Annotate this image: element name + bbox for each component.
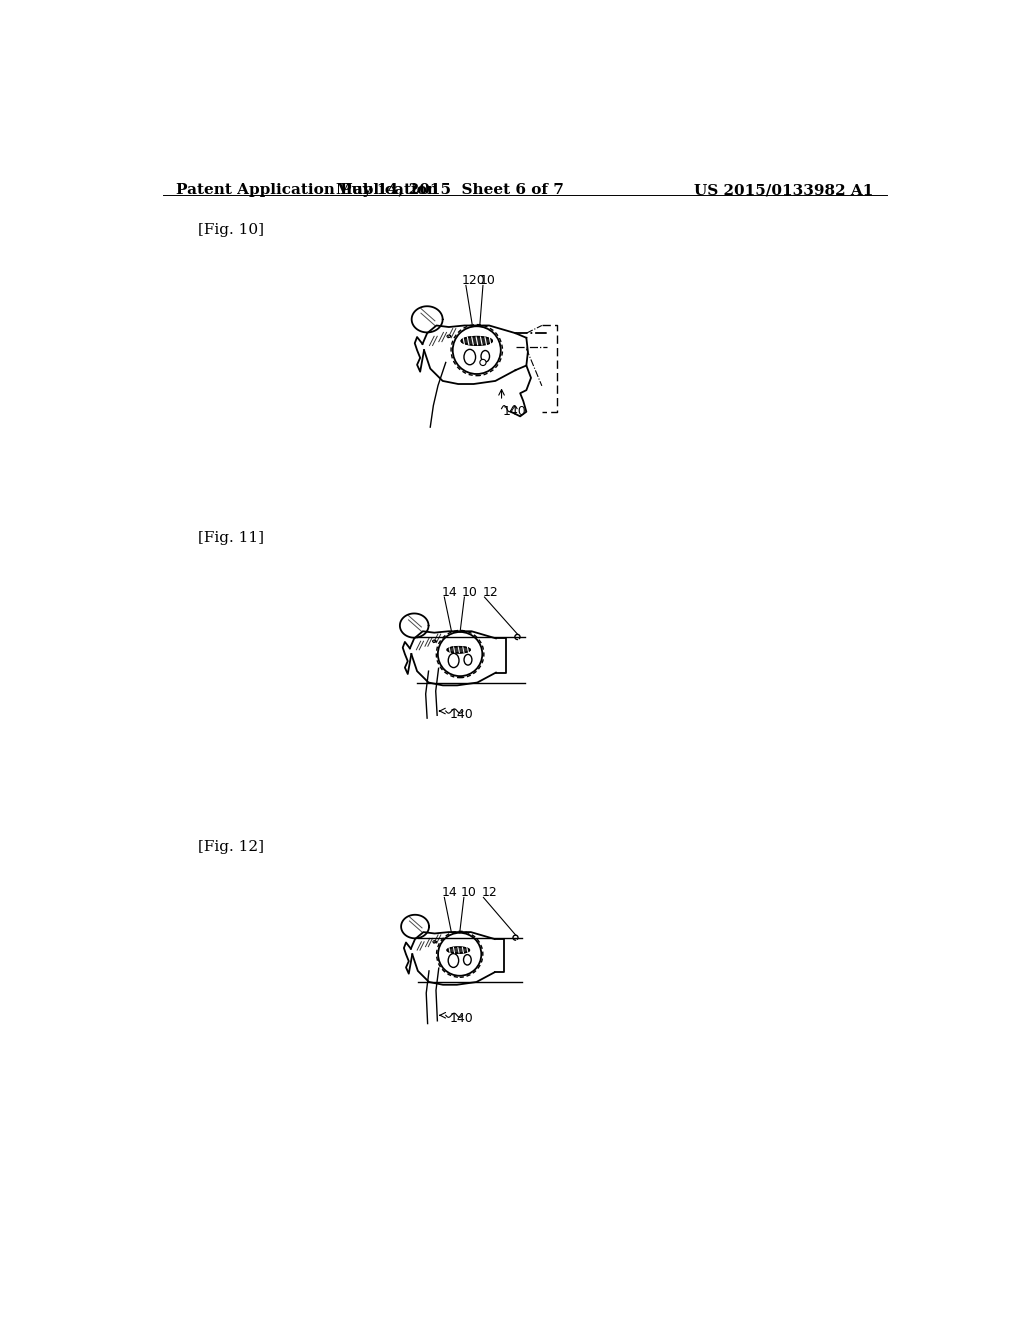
Circle shape: [438, 632, 482, 676]
Text: 10: 10: [480, 275, 496, 286]
Text: [Fig. 11]: [Fig. 11]: [198, 531, 264, 545]
Text: Patent Application Publication: Patent Application Publication: [176, 183, 438, 197]
Text: [Fig. 10]: [Fig. 10]: [198, 223, 264, 238]
Circle shape: [453, 326, 501, 374]
Ellipse shape: [461, 337, 493, 346]
Ellipse shape: [447, 946, 469, 953]
Ellipse shape: [449, 653, 459, 668]
Ellipse shape: [449, 953, 459, 968]
Text: 140: 140: [450, 1012, 474, 1026]
Text: 12: 12: [482, 886, 498, 899]
Ellipse shape: [447, 647, 470, 653]
Text: 12: 12: [483, 586, 499, 599]
Text: 140: 140: [503, 405, 527, 418]
Text: 14: 14: [441, 886, 458, 899]
Text: US 2015/0133982 A1: US 2015/0133982 A1: [694, 183, 873, 197]
Text: 120: 120: [461, 275, 485, 286]
Text: [Fig. 12]: [Fig. 12]: [198, 840, 264, 854]
Text: 140: 140: [451, 708, 474, 721]
Text: May 14, 2015  Sheet 6 of 7: May 14, 2015 Sheet 6 of 7: [336, 183, 563, 197]
Circle shape: [438, 933, 481, 975]
Ellipse shape: [481, 351, 489, 362]
Ellipse shape: [464, 655, 472, 665]
Text: 10: 10: [461, 886, 477, 899]
Text: 10: 10: [462, 586, 477, 599]
Ellipse shape: [464, 954, 471, 965]
Ellipse shape: [464, 350, 475, 364]
Text: 14: 14: [441, 586, 457, 599]
Ellipse shape: [480, 359, 486, 366]
